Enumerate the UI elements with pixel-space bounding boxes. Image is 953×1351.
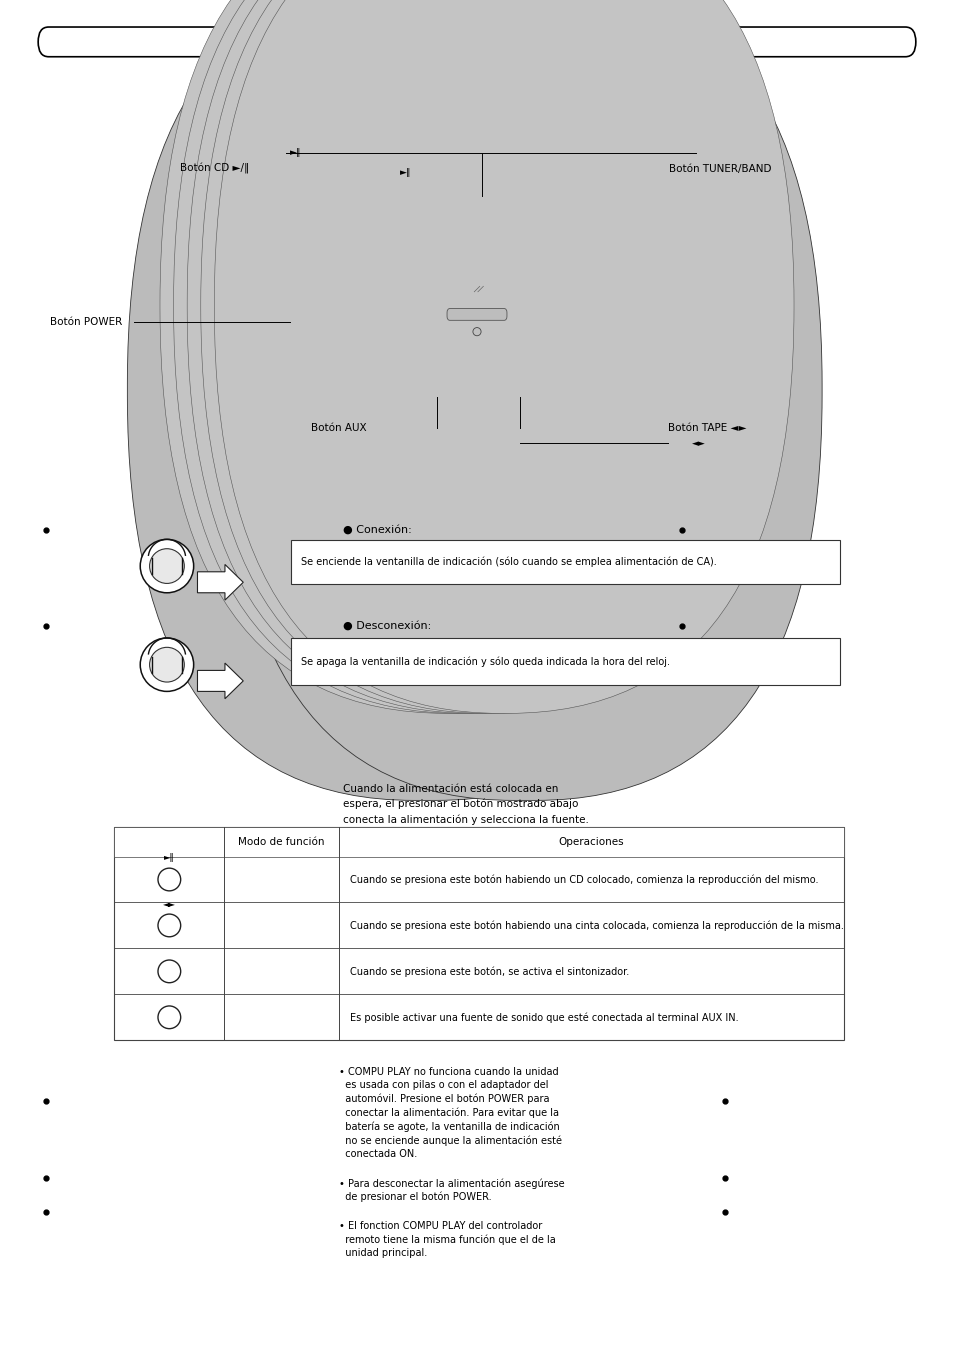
Ellipse shape <box>140 539 193 593</box>
Text: • Para desconectar la alimentación asegúrese
  de presionar el botón POWER.: • Para desconectar la alimentación asegú… <box>338 1178 564 1202</box>
Text: Cuando se presiona este botón, se activa el sintonizador.: Cuando se presiona este botón, se activa… <box>350 966 629 977</box>
Text: JVC: JVC <box>469 246 484 254</box>
Text: ►‖: ►‖ <box>290 149 301 157</box>
Polygon shape <box>197 663 243 698</box>
Text: Botón POWER: Botón POWER <box>50 316 122 327</box>
Text: Operaciones: Operaciones <box>558 836 623 847</box>
Polygon shape <box>197 565 243 600</box>
Text: ◄►: ◄► <box>163 900 175 908</box>
Text: ►‖: ►‖ <box>399 169 411 177</box>
FancyBboxPatch shape <box>160 0 739 713</box>
Ellipse shape <box>325 236 456 367</box>
FancyBboxPatch shape <box>294 262 326 332</box>
Text: ►‖: ►‖ <box>164 854 174 862</box>
Text: ● Desconexión:: ● Desconexión: <box>343 620 432 631</box>
Ellipse shape <box>158 869 180 890</box>
Ellipse shape <box>158 1006 180 1028</box>
Text: Cuando se presiona este botón habiendo una cinta colocada, comienza la reproducc: Cuando se presiona este botón habiendo u… <box>350 920 843 931</box>
Ellipse shape <box>158 915 180 936</box>
FancyBboxPatch shape <box>227 0 821 800</box>
FancyBboxPatch shape <box>38 27 915 57</box>
Bar <box>291 638 839 685</box>
FancyBboxPatch shape <box>627 262 659 332</box>
FancyBboxPatch shape <box>214 0 793 713</box>
FancyBboxPatch shape <box>200 0 780 713</box>
Ellipse shape <box>158 961 180 982</box>
Ellipse shape <box>491 255 517 281</box>
Text: ● Conexión:: ● Conexión: <box>343 524 412 535</box>
Ellipse shape <box>514 253 612 351</box>
Text: Se enciende la ventanilla de indicación (sólo cuando se emplea alimentación de C: Se enciende la ventanilla de indicación … <box>300 557 716 567</box>
Ellipse shape <box>472 277 481 285</box>
Text: Cuando se presiona este botón habiendo un CD colocado, comienza la reproducción : Cuando se presiona este botón habiendo u… <box>350 874 818 885</box>
Text: • El fonction COMPU PLAY del controlador
  remoto tiene la misma función que el : • El fonction COMPU PLAY del controlador… <box>338 1221 555 1258</box>
FancyBboxPatch shape <box>287 239 342 355</box>
FancyBboxPatch shape <box>446 220 507 234</box>
Ellipse shape <box>150 647 184 682</box>
Text: • COMPU PLAY no funciona cuando la unidad
  es usada con pilas o con el adaptado: • COMPU PLAY no funciona cuando la unida… <box>338 1067 561 1159</box>
Text: ◄►: ◄► <box>691 439 704 447</box>
Text: Botón TAPE ◄►: Botón TAPE ◄► <box>667 423 745 434</box>
Ellipse shape <box>436 255 462 281</box>
Bar <box>114 827 843 857</box>
Ellipse shape <box>441 259 457 277</box>
Text: Botón TUNER/BAND: Botón TUNER/BAND <box>668 163 771 174</box>
Ellipse shape <box>497 236 628 367</box>
FancyBboxPatch shape <box>187 0 766 713</box>
Text: Es posible activar una fuente de sonido que esté conectada al terminal AUX IN.: Es posible activar una fuente de sonido … <box>350 1012 738 1023</box>
FancyBboxPatch shape <box>459 284 494 295</box>
Bar <box>114 827 843 1040</box>
FancyBboxPatch shape <box>128 0 721 800</box>
Text: Botón AUX: Botón AUX <box>311 423 366 434</box>
Ellipse shape <box>496 259 512 277</box>
Ellipse shape <box>140 638 193 692</box>
FancyBboxPatch shape <box>611 239 666 355</box>
Ellipse shape <box>473 327 480 336</box>
FancyBboxPatch shape <box>327 193 626 424</box>
Bar <box>291 540 839 584</box>
Text: Cuando la alimentación está colocada en
espera, el presionar el botón mostrado a: Cuando la alimentación está colocada en … <box>343 784 589 824</box>
Ellipse shape <box>358 269 423 335</box>
FancyBboxPatch shape <box>173 0 753 713</box>
FancyBboxPatch shape <box>436 213 517 400</box>
Text: Botón CD ►/‖: Botón CD ►/‖ <box>180 163 249 174</box>
FancyBboxPatch shape <box>447 308 506 320</box>
Ellipse shape <box>150 549 184 584</box>
Ellipse shape <box>530 269 595 335</box>
Text: Modo de función: Modo de función <box>238 836 324 847</box>
Ellipse shape <box>341 253 439 351</box>
Text: Se apaga la ventanilla de indicación y sólo queda indicada la hora del reloj.: Se apaga la ventanilla de indicación y s… <box>300 657 669 666</box>
